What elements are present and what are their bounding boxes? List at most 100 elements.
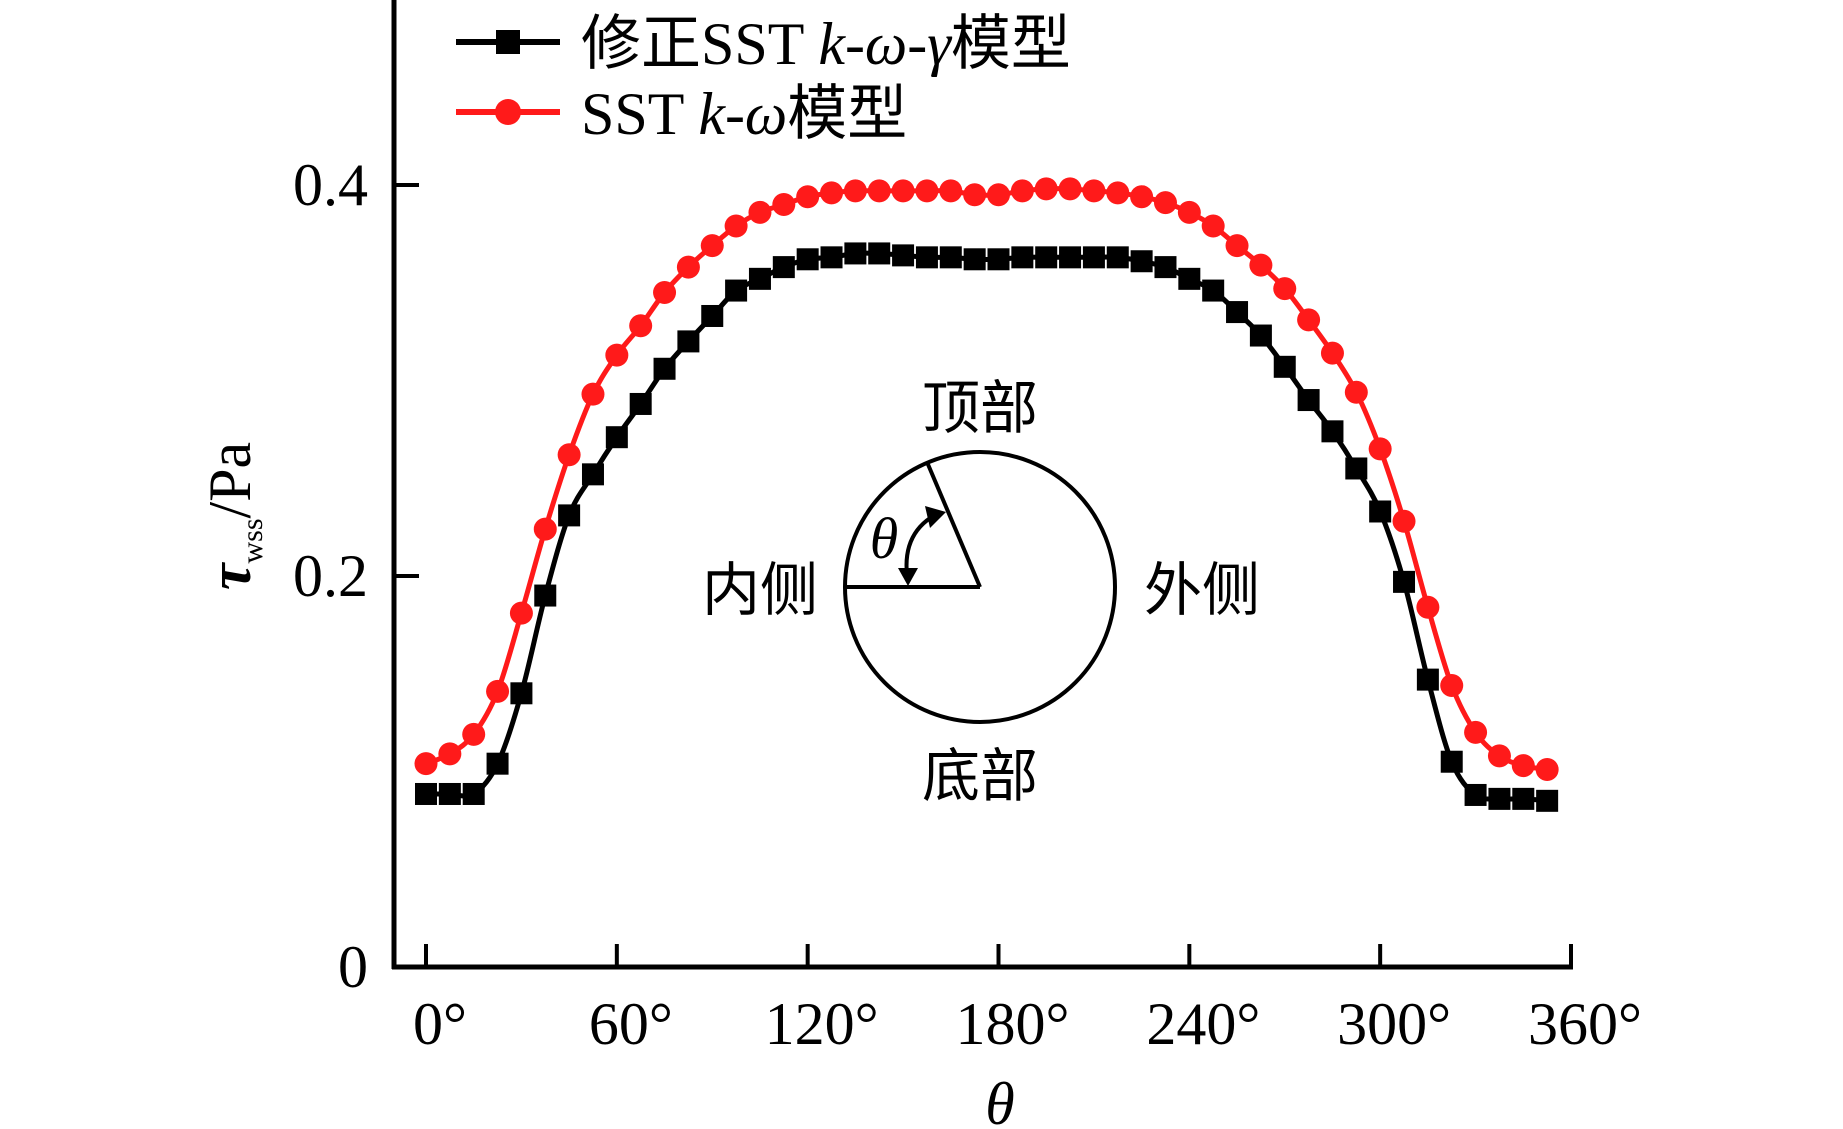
data-point-circle (843, 179, 867, 203)
series-sst-k-omega (414, 177, 1559, 782)
legend-text-symbols: -ω-γ (845, 11, 952, 77)
data-point-circle (605, 343, 629, 367)
data-point-circle (1177, 200, 1201, 224)
legend-label-modified-sst: 修正SST k-ω-γ模型 (581, 11, 1071, 77)
data-point-circle (1201, 214, 1225, 238)
legend-text-k: k (698, 81, 726, 147)
data-point-square (1369, 500, 1392, 523)
data-point-circle (438, 742, 462, 766)
data-point-circle (653, 281, 677, 305)
data-point-square (1488, 787, 1511, 810)
data-point-square (987, 248, 1010, 271)
data-point-square (605, 426, 628, 449)
data-point-circle (1273, 277, 1297, 301)
data-point-square (438, 782, 461, 805)
data-point-square (772, 256, 795, 279)
series-modified-sst-k-omega-gamma (415, 242, 1559, 812)
inset-pipe-diagram: θ 顶部 底部 内侧 外侧 (702, 376, 1260, 809)
data-point-circle (1249, 253, 1273, 277)
series-layer (414, 177, 1559, 812)
x-axis-title: θ (985, 1071, 1014, 1129)
inset-label-bottom: 底部 (922, 744, 1038, 809)
data-point-circle (557, 443, 581, 467)
data-point-circle (486, 679, 510, 703)
data-point-circle (1153, 191, 1177, 215)
arrowhead-up-icon (925, 506, 946, 528)
series-line (426, 250, 1548, 804)
data-point-circle (1034, 177, 1058, 201)
data-point-circle (772, 193, 796, 217)
x-tick-label: 0° (413, 991, 467, 1057)
data-point-square (1345, 457, 1368, 480)
data-point-circle (1106, 181, 1130, 205)
data-point-square (1082, 246, 1105, 269)
data-point-square (1321, 420, 1344, 443)
data-point-square (462, 782, 485, 805)
inset-angle-label: θ (870, 506, 899, 571)
data-point-square (1059, 246, 1082, 269)
data-point-square (748, 267, 771, 290)
data-point-square (1536, 789, 1559, 812)
data-point-circle (1416, 595, 1440, 619)
legend-item-modified-sst: 修正SST k-ω-γ模型 (456, 11, 1071, 77)
data-point-square (534, 584, 557, 607)
data-point-square (1512, 787, 1535, 810)
data-point-circle (1344, 380, 1368, 404)
data-point-circle (891, 179, 915, 203)
data-point-circle (581, 382, 605, 406)
data-point-circle (1130, 185, 1154, 209)
data-point-circle (1368, 437, 1392, 461)
data-point-circle (1487, 744, 1511, 768)
x-tick-label: 60° (589, 991, 673, 1057)
x-tick-label: 180° (956, 991, 1070, 1057)
data-point-square (1416, 668, 1439, 691)
data-point-square (1249, 324, 1272, 347)
data-point-circle (700, 234, 724, 258)
data-point-circle (629, 314, 653, 338)
data-point-square (1202, 279, 1225, 302)
data-point-square (581, 463, 604, 486)
y-tick-label: 0 (338, 934, 368, 1000)
legend-label-sst: SST k-ω模型 (581, 81, 907, 147)
data-point-circle (939, 179, 963, 203)
data-point-circle (1225, 234, 1249, 258)
data-point-square (1297, 389, 1320, 412)
data-point-square (1178, 267, 1201, 290)
data-point-square (1226, 301, 1249, 324)
y-tick-label: 0.2 (293, 543, 368, 609)
data-point-square (415, 782, 437, 805)
data-point-square (725, 279, 748, 302)
inset-label-outer: 外侧 (1144, 558, 1260, 623)
data-point-circle (1058, 177, 1082, 201)
data-point-square (820, 246, 843, 269)
legend-circle-marker (495, 99, 521, 125)
data-point-square (963, 248, 986, 271)
data-point-square (1035, 246, 1058, 269)
data-point-square (1106, 246, 1129, 269)
angle-radius-line (925, 461, 982, 588)
data-point-square (510, 682, 533, 705)
legend-square-marker (496, 30, 520, 54)
data-point-square (868, 242, 891, 265)
x-tick-label: 300° (1337, 991, 1451, 1057)
data-point-square (1154, 256, 1177, 279)
data-point-circle (462, 722, 486, 746)
axes (391, 0, 1573, 970)
inset-label-inner: 内侧 (702, 558, 818, 623)
y-ticks: 0 0.2 0.4 (293, 152, 419, 1000)
legend-text-symbols: -ω (725, 81, 787, 147)
data-point-square (1393, 570, 1416, 593)
y-axis-title-subscript: wss (236, 519, 269, 564)
data-point-circle (533, 517, 557, 541)
x-tick-label: 240° (1146, 991, 1260, 1057)
data-point-circle (1440, 673, 1464, 697)
data-point-square (844, 242, 867, 265)
data-point-square (1011, 246, 1034, 269)
x-tick-label: 120° (765, 991, 879, 1057)
data-point-square (939, 246, 962, 269)
data-point-square (1440, 750, 1463, 773)
data-point-circle (1511, 754, 1535, 778)
data-point-square (1273, 355, 1296, 378)
y-tick-label: 0.4 (293, 152, 368, 218)
svg-text:τwss/Pa: τwss/Pa (197, 442, 269, 590)
